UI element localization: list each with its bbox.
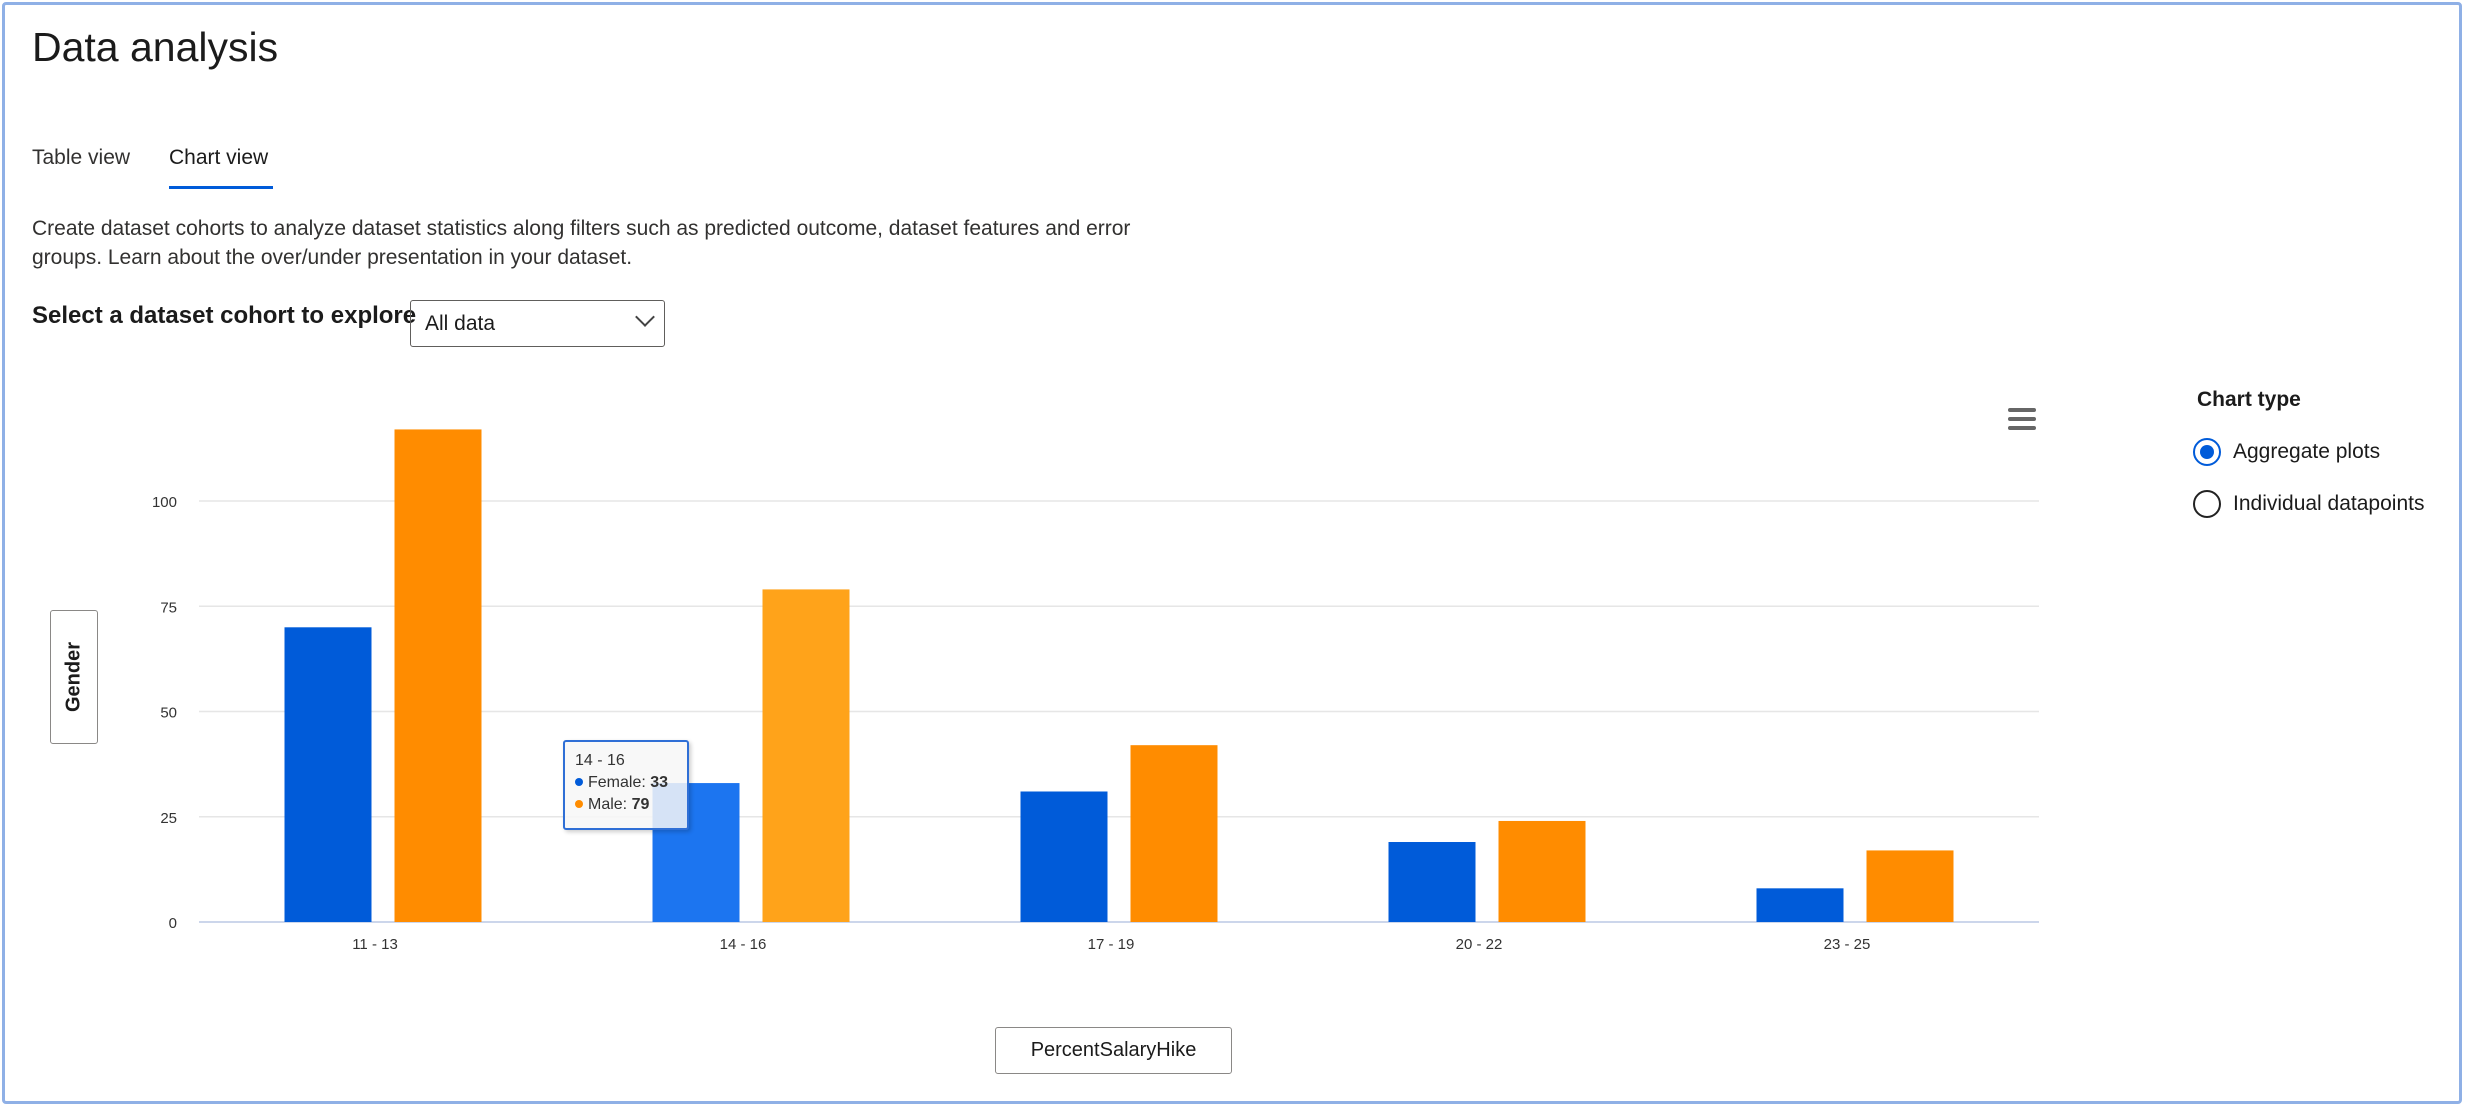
hamburger-menu-icon[interactable] <box>2008 408 2036 430</box>
radio-label: Individual datapoints <box>2233 492 2425 515</box>
cohort-select-label: Select a dataset cohort to explore <box>32 302 417 329</box>
chart-tooltip: 14 - 16 Female: 33 Male: 79 <box>563 740 689 830</box>
chevron-down-icon <box>635 307 655 327</box>
male-dot-icon <box>575 800 583 808</box>
x-axis-feature-button[interactable]: PercentSalaryHike <box>995 1027 1232 1074</box>
active-tab-indicator <box>169 186 273 189</box>
tab-chart-view[interactable]: Chart view <box>169 146 269 169</box>
tooltip-value: 33 <box>650 774 669 791</box>
cohort-dropdown[interactable]: All data <box>410 300 665 347</box>
tab-table-view[interactable]: Table view <box>32 146 131 169</box>
tooltip-title: 14 - 16 <box>575 752 625 769</box>
radio-unselected-icon <box>2193 490 2221 518</box>
y-axis-feature-button[interactable]: Gender <box>50 610 98 744</box>
page-title: Data analysis <box>32 24 279 70</box>
cohort-dropdown-value: All data <box>425 312 496 335</box>
tooltip-label: Male: <box>588 796 632 813</box>
tooltip-value: 79 <box>631 796 650 813</box>
radio-selected-icon <box>2193 438 2221 466</box>
radio-aggregate-plots[interactable]: Aggregate plots <box>2193 438 2380 466</box>
tooltip-row-male: Male: 79 <box>575 794 677 816</box>
radio-individual-datapoints[interactable]: Individual datapoints <box>2193 490 2424 518</box>
female-dot-icon <box>575 778 583 786</box>
tooltip-row-female: Female: 33 <box>575 772 677 794</box>
radio-label: Aggregate plots <box>2233 440 2381 463</box>
tooltip-label: Female: <box>588 774 651 791</box>
y-axis-label: Gender <box>62 641 85 713</box>
description: Create dataset cohorts to analyze datase… <box>32 217 1131 269</box>
chart-type-label: Chart type <box>2197 388 2301 411</box>
